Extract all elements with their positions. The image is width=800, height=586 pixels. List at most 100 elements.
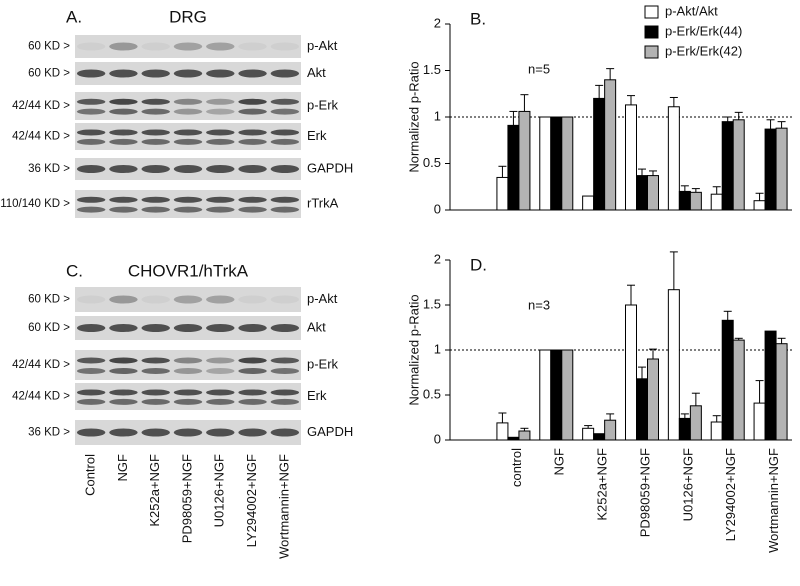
bar bbox=[550, 349, 563, 441]
protein-label: Erk bbox=[307, 388, 327, 403]
blot-band bbox=[141, 69, 170, 78]
lane-label: U0126+NGF bbox=[212, 454, 227, 527]
y-tick-label: 2 bbox=[434, 251, 441, 266]
size-label: 60 KD > bbox=[28, 322, 70, 334]
blot-band bbox=[270, 108, 300, 115]
blot-band bbox=[141, 324, 170, 332]
bar bbox=[753, 200, 766, 211]
protein-label: p-Akt bbox=[307, 38, 338, 53]
blot-band bbox=[270, 324, 300, 332]
blot-band bbox=[76, 357, 106, 364]
blot-band bbox=[109, 129, 138, 136]
protein-label: p-Akt bbox=[307, 291, 338, 306]
blot-band bbox=[270, 206, 300, 213]
blot-band bbox=[173, 138, 203, 145]
blot-band bbox=[173, 324, 203, 332]
protein-label: p-Erk bbox=[307, 356, 339, 371]
x-tick-label: K252a+NGF bbox=[595, 448, 610, 521]
blot-band bbox=[238, 42, 267, 51]
blot-band bbox=[206, 138, 235, 145]
blot-band bbox=[141, 368, 170, 374]
blot-band bbox=[270, 98, 300, 105]
blot-band bbox=[238, 357, 267, 364]
blot-band bbox=[270, 389, 300, 396]
blot-band bbox=[173, 69, 203, 78]
bar bbox=[582, 427, 595, 441]
blot-band bbox=[141, 428, 170, 437]
panel-label: A. bbox=[66, 7, 82, 26]
blot-band bbox=[173, 98, 203, 105]
blot-band bbox=[270, 357, 300, 364]
bar bbox=[753, 402, 766, 441]
size-label: 60 KD > bbox=[28, 41, 70, 53]
bar bbox=[496, 422, 509, 441]
protein-label: p-Erk bbox=[307, 97, 339, 112]
blot-band bbox=[173, 398, 203, 405]
blot-band bbox=[141, 398, 170, 405]
lane-label: PD98059+NGF bbox=[179, 454, 194, 543]
blot-strip bbox=[75, 35, 301, 58]
blot-band bbox=[270, 129, 300, 136]
blot-band bbox=[141, 295, 170, 304]
blot-band bbox=[76, 324, 106, 332]
blot-band bbox=[141, 165, 170, 173]
blot-band bbox=[206, 69, 235, 78]
bar bbox=[667, 289, 680, 441]
blot-strip bbox=[75, 123, 301, 150]
blot-band bbox=[206, 108, 235, 115]
y-tick-label: 1.5 bbox=[423, 296, 441, 311]
bar bbox=[636, 378, 648, 441]
protein-label: GAPDH bbox=[307, 160, 353, 175]
blot-band bbox=[206, 428, 235, 437]
blot-strip bbox=[75, 190, 301, 218]
y-tick-label: 0 bbox=[434, 431, 441, 446]
blot-band bbox=[173, 42, 203, 51]
bar bbox=[593, 433, 606, 441]
blot-band bbox=[109, 389, 138, 396]
blot-band bbox=[109, 42, 138, 51]
blot-band bbox=[76, 206, 106, 213]
bar bbox=[647, 358, 659, 441]
blot-band bbox=[206, 42, 235, 51]
blot-band bbox=[206, 368, 235, 374]
bar bbox=[539, 349, 552, 441]
legend-label: p-Akt/Akt bbox=[665, 3, 718, 18]
blot-band bbox=[238, 295, 267, 304]
blot-band bbox=[173, 129, 203, 136]
x-tick-label: LY294002+NGF bbox=[723, 448, 738, 541]
blot-band bbox=[206, 206, 235, 213]
bar bbox=[507, 124, 520, 211]
bar bbox=[561, 116, 574, 211]
blot-band bbox=[173, 357, 203, 364]
y-axis-label: Normalized p-Ratio bbox=[406, 294, 421, 405]
blot-band bbox=[173, 108, 203, 115]
blot-band bbox=[238, 398, 267, 405]
blot-band bbox=[109, 428, 138, 437]
legend-swatch bbox=[644, 25, 659, 39]
protein-label: GAPDH bbox=[307, 424, 353, 439]
blot-band bbox=[270, 368, 300, 374]
bar bbox=[647, 175, 659, 211]
panel-label: D. bbox=[470, 255, 487, 274]
blot-band bbox=[173, 196, 203, 203]
blot-band bbox=[109, 196, 138, 203]
blot-band bbox=[76, 295, 106, 304]
y-tick-label: 0.5 bbox=[423, 155, 441, 170]
blot-title: DRG bbox=[169, 7, 207, 26]
x-tick-label: Wortmannin+NGF bbox=[766, 448, 781, 553]
blot-band bbox=[109, 69, 138, 78]
bar bbox=[561, 349, 574, 441]
y-tick-label: 1 bbox=[434, 341, 441, 356]
bar bbox=[764, 330, 777, 441]
blot-band bbox=[109, 165, 138, 173]
blot-band bbox=[141, 357, 170, 364]
blot-band bbox=[206, 165, 235, 173]
blot-band bbox=[173, 368, 203, 374]
y-tick-label: 2 bbox=[434, 15, 441, 30]
bar bbox=[721, 319, 734, 441]
blot-band bbox=[109, 324, 138, 332]
blot-band bbox=[141, 389, 170, 396]
blot-strip bbox=[75, 383, 301, 410]
blot-band bbox=[76, 129, 106, 136]
bar bbox=[689, 191, 702, 211]
